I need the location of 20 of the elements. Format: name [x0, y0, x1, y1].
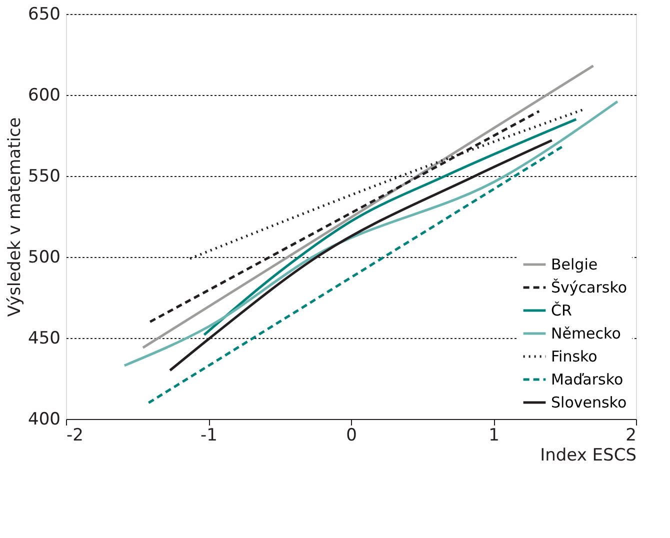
x-tick-label: 2	[626, 426, 636, 446]
y-axis-title: Výsledek v matematice	[5, 117, 26, 317]
x-axis-title: Index ESCS	[540, 446, 636, 466]
x-tick-label: -2	[66, 426, 84, 446]
legend-label: Slovensko	[551, 394, 627, 412]
x-tick-label: -1	[200, 426, 218, 446]
y-tick-label: 650	[28, 4, 60, 24]
legend-label: Belgie	[551, 256, 598, 274]
y-tick-label: 500	[28, 248, 60, 268]
x-tick-label: 0	[346, 426, 357, 446]
y-tick-label: 450	[28, 328, 60, 348]
legend-label: Německo	[551, 324, 621, 342]
legend-label: ČR	[551, 302, 572, 320]
legend-label: Švýcarsko	[551, 278, 628, 296]
y-tick-label: 550	[28, 166, 60, 186]
y-tick-label: 600	[28, 86, 60, 106]
legend-label: Maďarsko	[551, 370, 624, 388]
x-tick-label: 1	[488, 426, 500, 446]
legend-label: Finsko	[551, 348, 598, 366]
y-tick-label: 400	[28, 410, 60, 430]
